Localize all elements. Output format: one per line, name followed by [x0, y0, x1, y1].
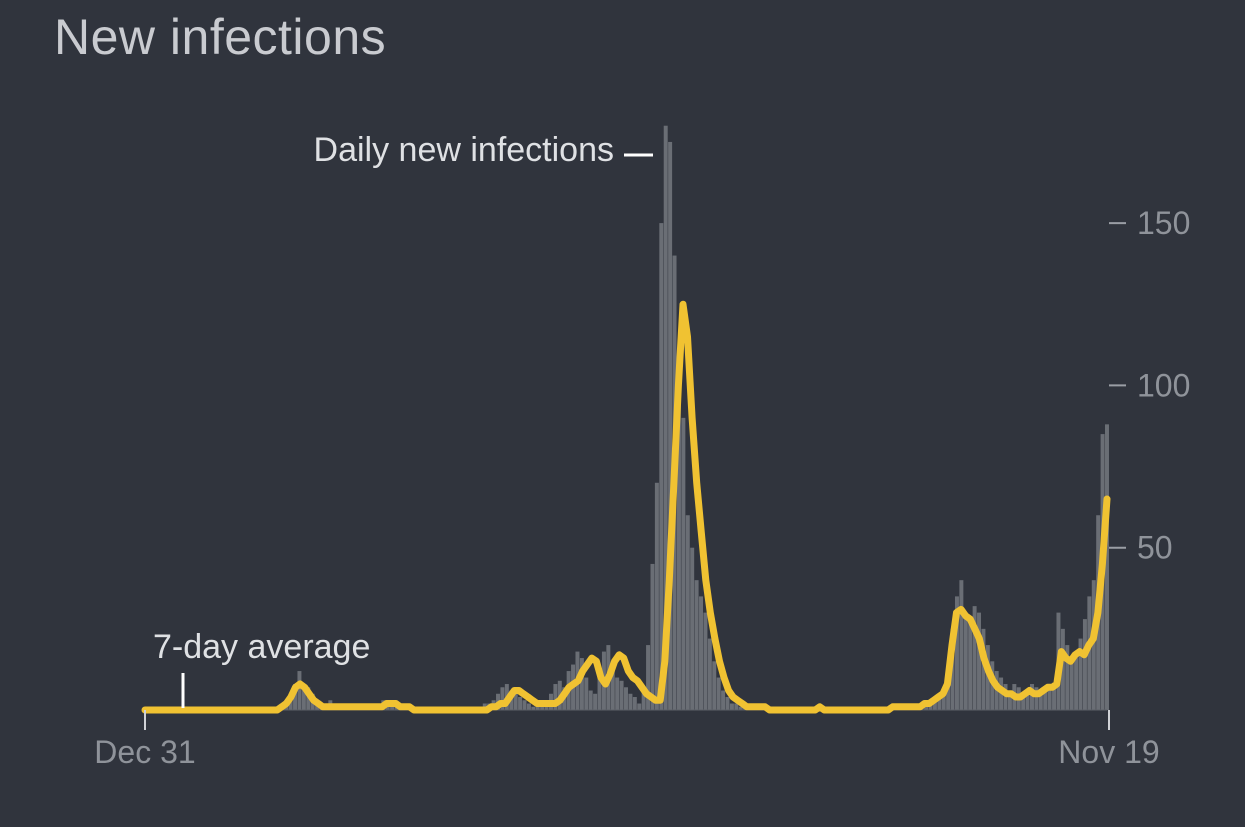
- daily-bar: [681, 417, 686, 710]
- daily-bar: [663, 125, 668, 711]
- daily-bar: [963, 612, 968, 710]
- daily-bar: [721, 690, 726, 710]
- daily-bar: [968, 619, 973, 710]
- daily-bar: [500, 687, 505, 710]
- daily-bar: [584, 677, 589, 710]
- daily-bar: [301, 684, 306, 710]
- daily-bar: [924, 706, 929, 710]
- daily-bar: [588, 690, 593, 710]
- daily-bar: [513, 693, 518, 710]
- daily-bar: [1091, 580, 1096, 710]
- daily-bar: [707, 638, 712, 710]
- daily-bar: [694, 580, 699, 710]
- daily-bar: [954, 596, 959, 710]
- daily-bar: [597, 671, 602, 710]
- daily-bar: [685, 515, 690, 710]
- daily-bar: [293, 684, 298, 710]
- daily-bar: [615, 677, 620, 710]
- daily-bar: [297, 671, 302, 710]
- daily-bar: [390, 706, 395, 710]
- daily-bar: [959, 580, 964, 710]
- daily-bar: [1087, 596, 1092, 710]
- daily-bar: [941, 690, 946, 710]
- daily-bar: [544, 706, 549, 710]
- daily-bar: [1021, 693, 1026, 710]
- daily-bar: [1065, 645, 1070, 710]
- daily-bar: [703, 612, 708, 710]
- daily-bar: [650, 563, 655, 710]
- daily-bar: [1007, 690, 1012, 710]
- daily-bar: [734, 703, 739, 710]
- annotation-average-label: 7-day average: [153, 628, 370, 666]
- daily-bar: [654, 482, 659, 710]
- daily-bar: [932, 700, 937, 710]
- daily-bar: [690, 547, 695, 710]
- daily-bar: [1047, 687, 1052, 710]
- daily-bar: [972, 606, 977, 710]
- daily-bar: [1043, 690, 1048, 710]
- daily-bar: [716, 677, 721, 710]
- daily-bar: [676, 352, 681, 710]
- daily-bar: [1025, 690, 1030, 710]
- daily-bar: [1038, 693, 1043, 710]
- y-tick-label: 50: [1137, 530, 1173, 566]
- daily-bar: [937, 697, 942, 710]
- y-tick-label: 100: [1137, 367, 1190, 403]
- daily-bar: [977, 612, 982, 710]
- daily-bar: [579, 658, 584, 710]
- daily-bar: [641, 690, 646, 710]
- daily-bar: [738, 706, 743, 710]
- daily-bar: [1074, 651, 1079, 710]
- average-line: [141, 300, 1111, 714]
- y-tick-label: 150: [1137, 205, 1190, 241]
- annotation-daily-label: Daily new infections: [314, 131, 614, 169]
- daily-bar: [531, 706, 536, 710]
- daily-bar: [553, 684, 558, 710]
- daily-bar: [637, 703, 642, 710]
- daily-bar: [1105, 424, 1109, 710]
- daily-bar: [522, 700, 527, 710]
- daily-bar: [668, 141, 673, 710]
- daily-bar: [624, 687, 628, 710]
- daily-bar: [593, 693, 598, 710]
- daily-bar: [619, 680, 624, 710]
- daily-bar: [725, 697, 730, 710]
- daily-bar: [628, 693, 633, 710]
- daily-bar: [646, 645, 651, 710]
- chart-title: New infections: [54, 9, 387, 65]
- daily-bar: [981, 628, 986, 710]
- daily-bar: [1030, 684, 1034, 710]
- daily-bar: [712, 661, 717, 710]
- daily-bar: [526, 703, 531, 710]
- daily-bar: [632, 697, 637, 710]
- daily-bar: [1052, 684, 1057, 710]
- daily-bar: [518, 697, 523, 710]
- daily-bar: [610, 661, 615, 710]
- daily-bar: [946, 684, 951, 710]
- daily-bar: [699, 596, 703, 710]
- daily-bar: [1034, 687, 1039, 710]
- daily-bar: [659, 223, 664, 710]
- daily-bar: [1069, 661, 1074, 710]
- x-tick-label: Dec 31: [94, 734, 195, 770]
- daily-bar: [1078, 638, 1083, 710]
- x-tick-label: Nov 19: [1058, 734, 1159, 770]
- daily-bar: [1060, 628, 1065, 710]
- daily-bar: [729, 703, 734, 710]
- daily-bar: [1082, 619, 1087, 710]
